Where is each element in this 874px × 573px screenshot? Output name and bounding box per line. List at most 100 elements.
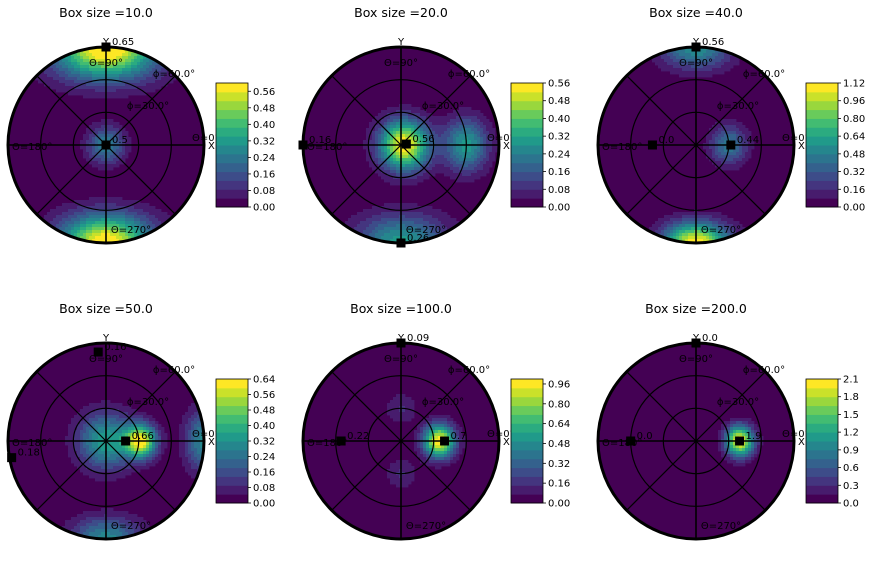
contour-cell [107,74,111,78]
contour-cell [456,164,460,168]
contour-cell [107,200,111,204]
contour-cell [113,457,117,461]
contour-cell [62,80,66,84]
contour-cell [387,152,391,156]
contour-cell [393,179,397,183]
contour-cell [86,448,90,452]
contour-cell [92,128,96,132]
contour-cell [369,146,373,150]
contour-cell [670,230,674,234]
contour-cell [92,50,96,54]
contour-cell [658,224,662,228]
contour-cell [378,116,382,120]
contour-cell [116,146,120,150]
contour-cell [125,230,129,234]
contour-cell [706,236,710,240]
contour-cell [393,164,397,168]
contour-cell [110,424,114,428]
contour-cell [661,53,665,57]
contour-cell [459,128,463,132]
contour-cell [140,203,144,207]
contour-cell [71,212,75,216]
contour-cell [715,215,719,219]
colorbar-segment [216,467,248,477]
contour-cell [119,212,123,216]
contour-cell [155,62,159,66]
contour-cell [71,457,75,461]
contour-cell [116,445,120,449]
contour-cell [459,146,463,150]
contour-cell [390,409,394,413]
contour-cell [134,529,138,533]
contour-cell [119,466,123,470]
contour-cell [387,209,391,213]
contour-cell [447,221,451,225]
contour-cell [456,436,460,440]
contour-cell [119,62,123,66]
contour-cell [137,203,141,207]
contour-cell [432,131,436,135]
theta-180-label: Θ=180° [12,438,52,449]
contour-cell [119,406,123,410]
contour-cell [742,140,746,144]
contour-cell [381,158,385,162]
contour-cell [405,221,409,225]
contour-cell [191,448,195,452]
contour-cell [92,125,96,129]
contour-cell [480,113,484,117]
contour-cell [483,128,487,132]
contour-cell [95,221,99,225]
contour-cell [116,511,120,515]
contour-cell [95,520,99,524]
contour-cell [429,415,433,419]
contour-cell [450,155,454,159]
contour-cell [474,152,478,156]
contour-cell [417,173,421,177]
contour-cell [110,86,114,90]
contour-cell [131,451,135,455]
contour-cell [107,86,111,90]
contour-cell [95,80,99,84]
contour-cell [426,215,430,219]
contour-cell [146,80,150,84]
contour-cell [411,203,415,207]
contour-cell [447,131,451,135]
contour-cell [71,65,75,69]
contour-cell [101,427,105,431]
contour-cell [438,427,442,431]
contour-cell [468,125,472,129]
contour-cell [158,451,162,455]
contour-cell [134,230,138,234]
contour-cell [110,442,114,446]
contour-cell [125,409,129,413]
contour-cell [745,137,749,141]
contour-cell [369,137,373,141]
contour-cell [56,89,60,93]
contour-cell [71,454,75,458]
contour-cell [423,236,427,240]
contour-cell [387,403,391,407]
contour-cell [390,167,394,171]
contour-cell [149,212,153,216]
contour-cell [113,86,117,90]
contour-cell [715,236,719,240]
contour-cell [393,152,397,156]
contour-cell [71,445,75,449]
contour-cell [125,227,129,231]
contour-cell [435,424,439,428]
contour-cell [113,80,117,84]
contour-cell [44,68,48,72]
contour-cell [414,146,418,150]
contour-cell [372,158,376,162]
contour-cell [381,173,385,177]
contour-cell [125,62,129,66]
contour-cell [384,134,388,138]
contour-cell [191,475,195,479]
contour-cell [420,233,424,237]
contour-cell [366,230,370,234]
contour-cell [393,155,397,159]
contour-cell [65,224,69,228]
contour-cell [95,53,99,57]
contour-cell [462,442,466,446]
contour-cell [655,62,659,66]
